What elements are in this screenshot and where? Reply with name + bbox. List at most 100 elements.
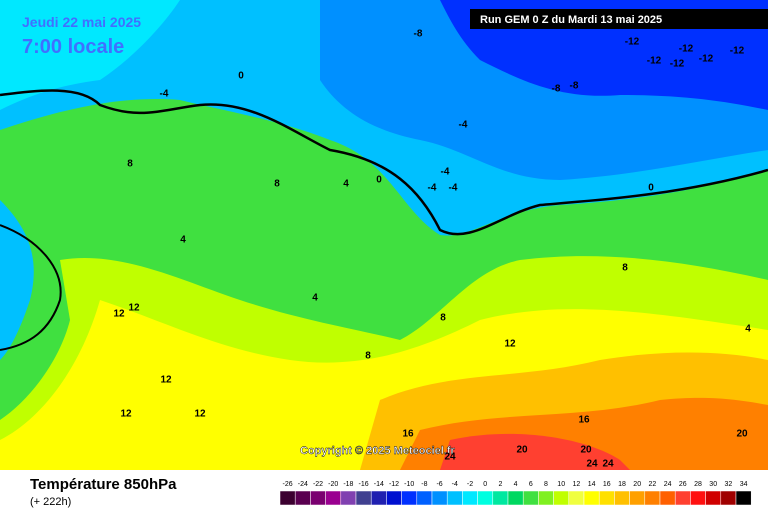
legend-label: 14 (588, 481, 596, 488)
contour-label: -8 (414, 29, 423, 40)
contour-label: 12 (194, 409, 206, 420)
contour-label: 0 (376, 175, 382, 186)
legend-label: -18 (343, 481, 353, 488)
legend-label: 30 (709, 481, 717, 488)
legend-swatch (735, 490, 752, 506)
run-label: Run GEM 0 Z du Mardi 13 mai 2025 (480, 14, 662, 26)
legend-label: 10 (557, 481, 565, 488)
legend-label: 16 (603, 481, 611, 488)
run-box (470, 9, 768, 29)
legend-swatch (446, 490, 463, 506)
legend-label: -20 (328, 481, 338, 488)
legend-label: -24 (298, 481, 308, 488)
legend-swatch (674, 490, 691, 506)
footer-title: Température 850hPa (30, 476, 177, 493)
legend-label: 34 (740, 481, 748, 488)
contour-label: 12 (128, 303, 140, 314)
legend-swatch (294, 490, 311, 506)
contour-label: 8 (365, 351, 371, 362)
contour-label: 24 (586, 459, 598, 470)
legend-swatch (340, 490, 357, 506)
legend-label: -12 (389, 481, 399, 488)
legend-swatch (522, 490, 539, 506)
contour-label: -8 (570, 81, 579, 92)
legend-swatch (553, 490, 570, 506)
legend-label: -16 (359, 481, 369, 488)
contour-label: 12 (160, 375, 172, 386)
legend-swatch (644, 490, 661, 506)
legend-label: 20 (633, 481, 641, 488)
contour-label: 4 (312, 293, 318, 304)
contour-label: -4 (160, 89, 169, 100)
legend-label: 24 (664, 481, 672, 488)
legend-label: 2 (498, 481, 502, 488)
legend-label: 22 (649, 481, 657, 488)
legend-label: 26 (679, 481, 687, 488)
legend-swatch (325, 490, 342, 506)
legend-swatch (568, 490, 585, 506)
legend-swatch (431, 490, 448, 506)
legend-swatch (538, 490, 554, 506)
legend-label: -2 (467, 481, 473, 488)
legend-swatch (720, 490, 737, 506)
legend-swatch (386, 490, 402, 506)
zero-isotherm (0, 89, 768, 236)
legend-label: 12 (573, 481, 581, 488)
date-label: Jeudi 22 mai 2025 (22, 14, 141, 30)
legend-swatch (492, 490, 509, 506)
legend-label: 4 (514, 481, 518, 488)
legend-swatch (598, 490, 615, 506)
legend-label: -8 (421, 481, 427, 488)
legend-label: 28 (694, 481, 702, 488)
time-label: 7:00 locale (22, 36, 124, 58)
contour-label: 20 (580, 445, 592, 456)
contour-label: -12 (647, 56, 662, 67)
legend-label: 8 (544, 481, 548, 488)
legend-swatch (705, 490, 722, 506)
legend-label: -14 (374, 481, 384, 488)
legend-swatch (462, 490, 478, 506)
contour-label: 4 (180, 235, 186, 246)
legend-swatch (416, 490, 433, 506)
contour-label: 20 (736, 429, 748, 440)
legend-swatch (401, 490, 418, 506)
contour-label: -4 (428, 183, 437, 194)
contour-label: 16 (402, 429, 414, 440)
legend-label: -26 (283, 481, 293, 488)
legend-swatch (614, 490, 630, 506)
footer-lead: (+ 222h) (30, 496, 71, 508)
contour-label: 20 (516, 445, 528, 456)
cold-area (0, 0, 180, 110)
legend-swatch (507, 490, 524, 506)
contour-label: 8 (440, 313, 446, 324)
legend-swatch (477, 490, 494, 506)
legend-label: 32 (725, 481, 733, 488)
legend-label: -22 (313, 481, 323, 488)
contour-label: -12 (730, 46, 745, 57)
legend-swatch (310, 490, 326, 506)
contour-label: -12 (699, 54, 714, 65)
contour-label: 8 (622, 263, 628, 274)
contour-label: 12 (504, 339, 516, 350)
legend-label: 0 (483, 481, 487, 488)
copyright: Copyright © 2025 Meteociel.fr (300, 445, 456, 457)
legend-label: 6 (529, 481, 533, 488)
contour-label: -4 (449, 183, 458, 194)
contour-label: 4 (745, 324, 751, 335)
legend-label: -10 (404, 481, 414, 488)
warm-area (440, 433, 630, 470)
contour-label: 16 (578, 415, 590, 426)
legend-swatch (370, 490, 387, 506)
contour-label: -4 (459, 120, 468, 131)
legend-swatch (629, 490, 646, 506)
cold-area (0, 200, 34, 360)
legend-label: -6 (436, 481, 442, 488)
legend-label: 18 (618, 481, 626, 488)
contour-label: 24 (602, 459, 614, 470)
legend-swatch (279, 490, 296, 506)
contour-label: 0 (238, 71, 244, 82)
contour-label: 24 (444, 452, 456, 463)
legend-swatch (690, 490, 706, 506)
